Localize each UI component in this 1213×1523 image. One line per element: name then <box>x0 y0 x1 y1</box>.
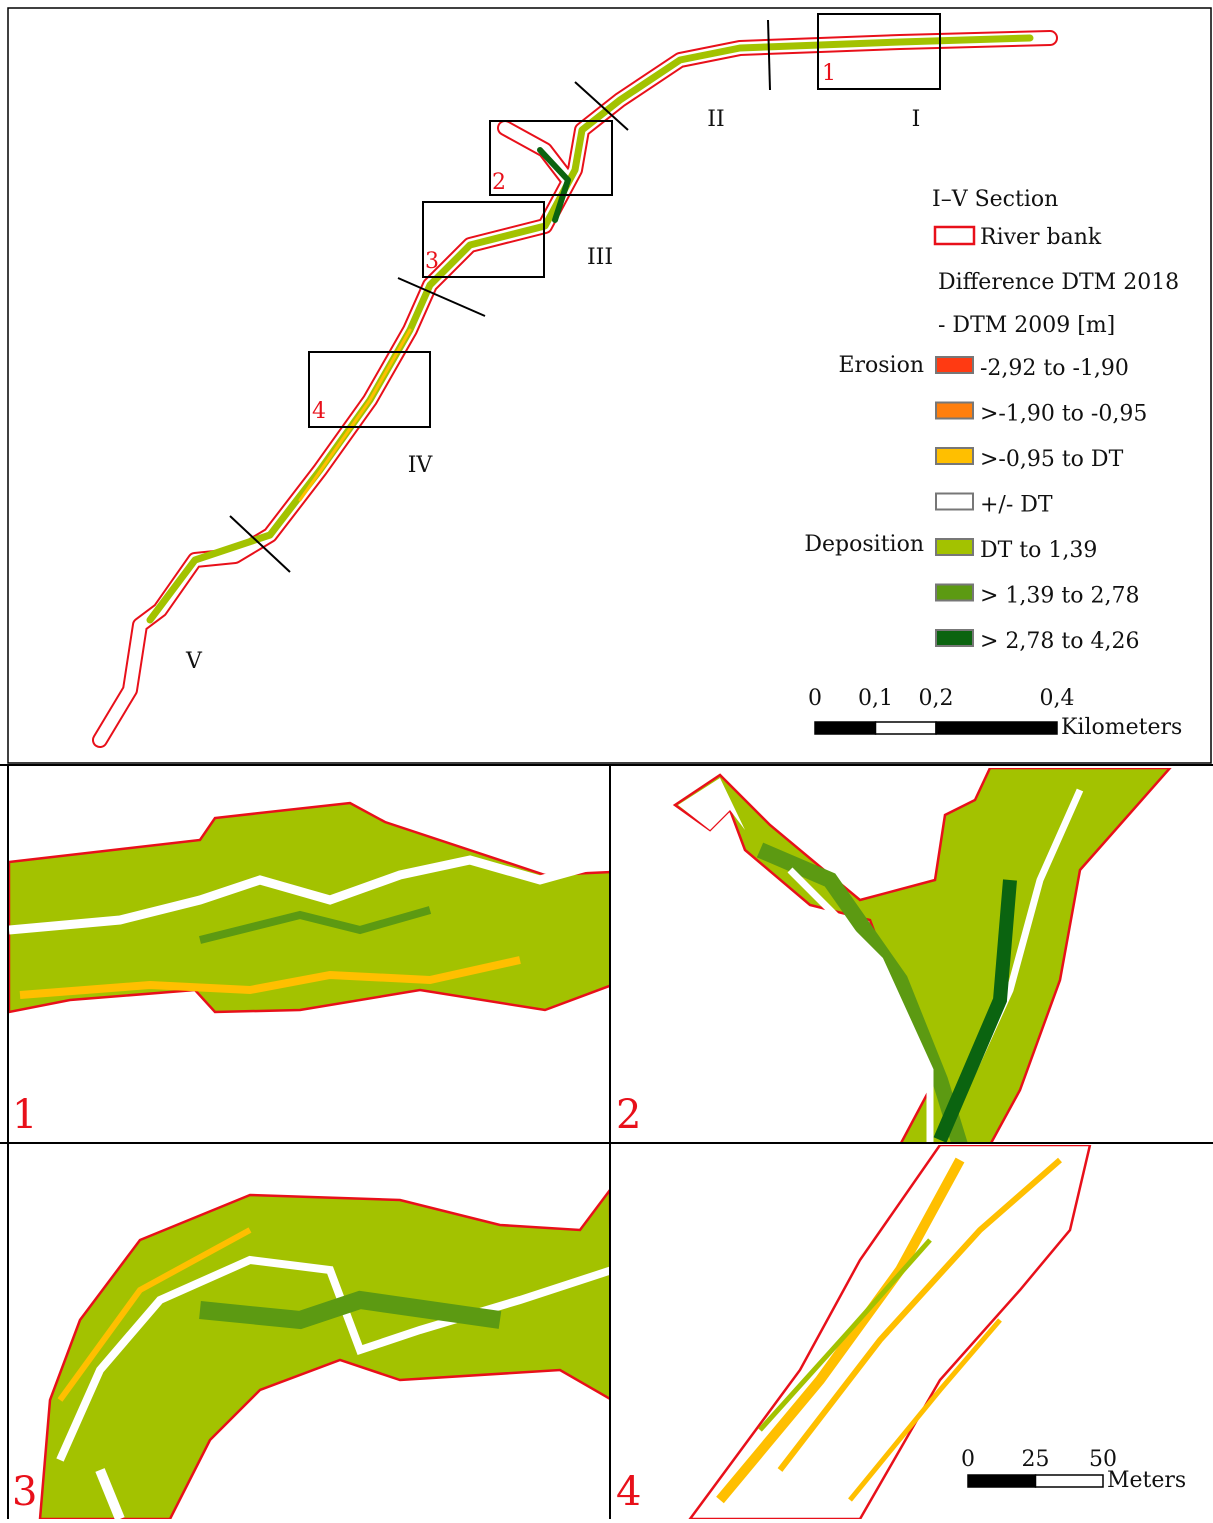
scale-unit: Kilometers <box>1061 715 1182 740</box>
group-label: Erosion <box>838 353 924 378</box>
legend-label: +/- DT <box>980 493 1053 518</box>
bank-swatch <box>935 227 974 244</box>
legend-swatch <box>936 585 973 601</box>
legend-title: I–V Section <box>932 187 1058 212</box>
scale-tick-label: 25 <box>1022 1447 1050 1472</box>
box-label: 2 <box>492 170 506 195</box>
scale-segment <box>968 1475 1036 1487</box>
scale-tick-label: 0,4 <box>1040 686 1075 711</box>
box-label: 3 <box>425 249 439 274</box>
panel-label: 4 <box>616 1469 641 1515</box>
panel-label: 3 <box>12 1469 37 1515</box>
panel-label: 2 <box>616 1092 641 1138</box>
detail-panels: 1 2 3 4 <box>0 760 1213 1519</box>
legend-heading: Difference DTM 2018 <box>938 270 1179 295</box>
legend-label: River bank <box>980 225 1102 250</box>
box-label: 4 <box>312 399 326 424</box>
legend-swatch <box>936 448 973 464</box>
legend-swatch <box>936 630 973 646</box>
panel-label: 1 <box>12 1092 37 1138</box>
section-label: I <box>912 107 921 132</box>
legend: I–V Section River bank Difference DTM 20… <box>804 187 1179 654</box>
scale-tick-label: 0 <box>961 1447 975 1472</box>
legend-label: DT to 1,39 <box>980 538 1097 563</box>
scale-segment <box>815 722 876 734</box>
legend-label: > 2,78 to 4,26 <box>980 629 1139 654</box>
legend-heading: - DTM 2009 [m] <box>938 313 1115 338</box>
legend-label: > 1,39 to 2,78 <box>980 584 1139 609</box>
scale-tick-label: 0,1 <box>858 686 893 711</box>
scale-tick-label: 0,2 <box>919 686 954 711</box>
legend-swatch <box>936 357 973 373</box>
group-label: Deposition <box>804 532 924 557</box>
scale-bar: 0 0,1 0,2 0,4 Kilometers <box>808 686 1182 740</box>
scale-segment <box>1036 1475 1104 1487</box>
scale-tick-label: 0 <box>808 686 822 711</box>
figure: I II III IV V 1 2 3 4 I–V Section River … <box>0 0 1213 1519</box>
legend-label: >-0,95 to DT <box>980 447 1124 472</box>
legend-label: >-1,90 to -0,95 <box>980 402 1147 427</box>
section-label: II <box>707 107 724 132</box>
scale-segment <box>936 722 1057 734</box>
box-label: 1 <box>822 61 836 86</box>
legend-label: -2,92 to -1,90 <box>980 356 1129 381</box>
scale-segment <box>876 722 937 734</box>
scale-unit: Meters <box>1107 1468 1186 1493</box>
legend-swatch <box>936 539 973 555</box>
section-label: III <box>587 245 613 270</box>
legend-swatch <box>936 403 973 419</box>
legend-swatch <box>936 494 973 510</box>
section-label: IV <box>408 453 434 478</box>
section-label: V <box>185 649 203 674</box>
